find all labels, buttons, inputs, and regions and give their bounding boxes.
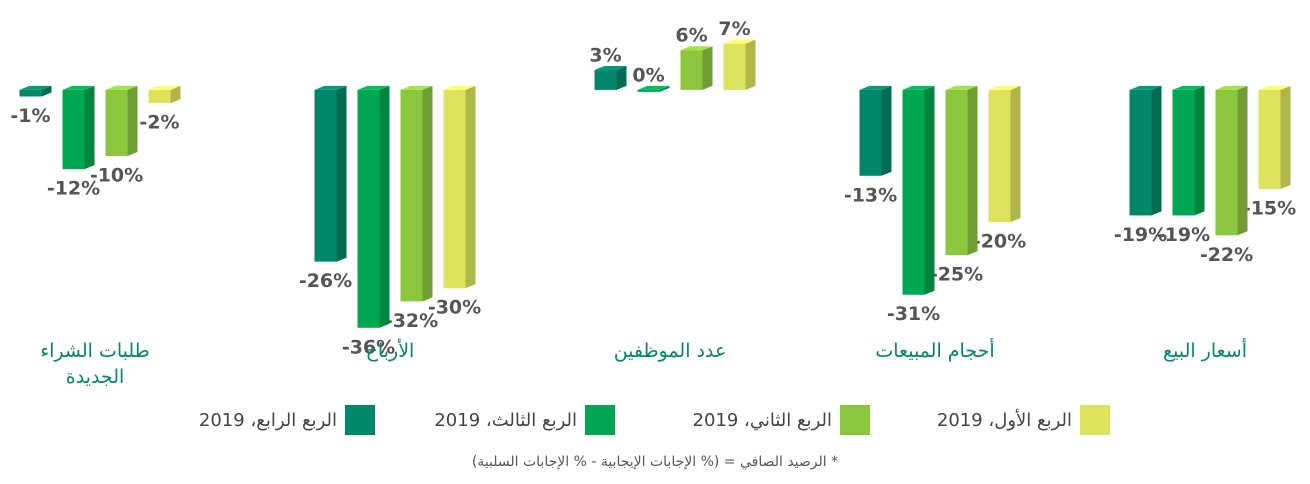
bar-top [945,85,978,90]
bar-top [988,85,1021,90]
value-label: -19% [1157,224,1210,246]
bar-top [19,85,52,90]
value-label: 6% [675,25,707,47]
bar-top [902,85,935,90]
bar-side [616,66,627,90]
bar [1258,89,1281,189]
legend-label: الربع الثالث، 2019 [434,410,577,431]
legend-swatch [345,405,375,435]
value-label: -32% [385,310,438,332]
bar-top [680,46,713,51]
bar-top [105,85,138,90]
bar-top [1215,85,1248,90]
value-label: 7% [718,18,750,40]
bar-side [1237,85,1248,236]
value-label: -30% [428,297,481,319]
bar-side [1151,85,1162,216]
legend-label: الربع الثاني، 2019 [693,410,833,431]
bar-side [127,85,138,156]
value-label: -10% [90,164,143,186]
category-label: طلبات الشراء الجديدة [40,340,150,388]
bar-side [465,85,476,289]
bar-top [62,85,95,90]
value-label: -22% [1200,244,1253,266]
bar-side [41,85,52,97]
bar-side [924,85,935,295]
bar [357,89,380,328]
bar-side [170,85,181,104]
bar-top [400,85,433,90]
legend-swatch [585,405,615,435]
bar-side [745,39,756,90]
value-label: -12% [47,178,100,200]
bar-side [336,85,347,262]
bar [443,89,466,289]
bar-side [702,46,713,90]
bar [314,89,337,262]
bar-top [859,85,892,90]
bar-top [1172,85,1205,90]
value-label: -36% [342,336,395,358]
bar-top [443,85,476,90]
bar [148,89,171,104]
bar-top [723,39,756,44]
bar [859,89,882,176]
legend-label: الربع الأول، 2019 [937,409,1072,431]
value-label: -1% [10,105,50,127]
bar [1215,89,1238,236]
legend-swatch [840,405,870,435]
value-label: -26% [299,270,352,292]
bar-top [1258,85,1291,90]
bar [400,89,423,302]
bar-side [659,85,670,92]
bar [19,89,42,97]
bar-side [967,85,978,256]
value-label: -2% [139,112,179,134]
bar-side [1010,85,1021,223]
bar [62,89,85,170]
category-label: أحجام المبيعات [875,340,995,362]
category-label: الأرباح [365,340,415,362]
bar-side [881,85,892,176]
value-label: -13% [844,184,897,206]
legend-label: الربع الرابع، 2019 [199,410,337,431]
bar [1129,89,1152,216]
value-label: 0% [632,64,664,86]
bar-top [594,66,627,71]
bar [1172,89,1195,216]
value-label: -20% [973,231,1026,253]
category-label: عدد الموظفين [613,340,727,362]
bar [945,89,968,256]
category-label: أسعار البيع [1162,340,1247,362]
bar-top [148,85,181,90]
bar-side [422,85,433,302]
bar-top [357,85,390,90]
bar [680,50,703,90]
bar-top [314,85,347,90]
value-label: 3% [589,45,621,67]
bar [637,89,660,92]
bar [723,43,746,90]
bar-side [1194,85,1205,216]
footnote: * الرصيد الصافي = (% الإجابات الإيجابية … [472,454,838,470]
value-label: -31% [887,303,940,325]
bar [988,89,1011,223]
bar [594,70,617,90]
value-label: -25% [930,264,983,286]
bar-top [637,85,670,90]
bar-top [1129,85,1162,90]
bar-side [84,85,95,170]
bar [902,89,925,295]
bar-side [1280,85,1291,189]
value-label: -15% [1243,198,1296,220]
value-label: -19% [1114,224,1167,246]
bar-side [379,85,390,328]
legend-swatch [1080,405,1110,435]
bar [105,89,128,156]
